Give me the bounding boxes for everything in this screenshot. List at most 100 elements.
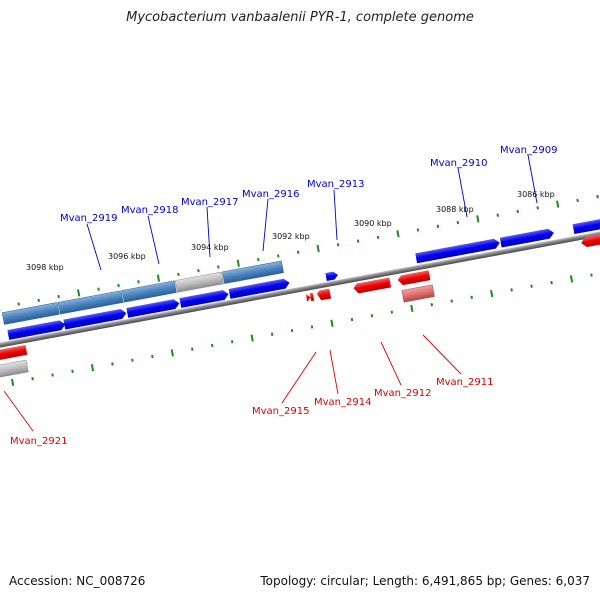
forward-minor-tick	[57, 294, 60, 299]
gene-arrow-extra-forward[interactable]	[572, 213, 600, 235]
reverse-gene-labels: Mvan_2921 Mvan_2915 Mvan_2914 Mvan_2912 …	[10, 377, 493, 447]
forward-gene-labels: Mvan_2919 Mvan_2918 Mvan_2917 Mvan_2916 …	[60, 145, 557, 224]
gene-arrow-mvan-2916[interactable]	[228, 278, 291, 299]
feature-block-mvan-2911[interactable]	[401, 284, 435, 303]
gene-label-mvan-2909[interactable]: Mvan_2909	[500, 145, 557, 156]
forward-minor-tick	[416, 228, 420, 232]
reverse-minor-tick	[210, 343, 214, 348]
forward-leader-lines	[86, 154, 538, 271]
reverse-minor-tick	[310, 325, 314, 329]
forward-minor-tick	[37, 298, 40, 302]
reverse-leader-lines	[3, 334, 462, 432]
reverse-minor-tick	[530, 284, 533, 288]
kbp-label-3096: 3096 kbp	[108, 252, 146, 261]
leader-mvan-2913	[333, 189, 338, 241]
reverse-minor-tick	[390, 310, 394, 314]
feature-block-mvan-2919[interactable]	[1, 302, 60, 325]
forward-minor-tick	[596, 195, 599, 199]
gene-label-mvan-2915[interactable]: Mvan_2915	[252, 406, 309, 417]
gene-label-mvan-2917[interactable]: Mvan_2917	[181, 197, 238, 208]
forward-major-tick	[556, 200, 560, 208]
reverse-minor-tick	[131, 358, 134, 362]
forward-minor-tick	[576, 198, 579, 203]
forward-minor-tick	[17, 302, 20, 306]
leader-mvan-2912	[380, 341, 402, 386]
reverse-minor-tick	[31, 377, 34, 381]
gene-arrow-mvan-2912[interactable]	[353, 277, 392, 295]
gene-arrow-mvan-2914[interactable]	[316, 288, 332, 301]
gene-arrow-mvan-2917b[interactable]	[179, 289, 229, 308]
reverse-minor-tick	[450, 299, 454, 303]
gene-arrow-mvan-2915[interactable]	[305, 292, 315, 302]
forward-minor-tick	[336, 243, 340, 247]
reverse-minor-tick	[470, 295, 473, 299]
genome-summary: Topology: circular; Length: 6,491,865 bp…	[260, 574, 590, 588]
gene-label-mvan-2914[interactable]: Mvan_2914	[314, 397, 371, 408]
gene-arrow-mvan-2910[interactable]	[415, 238, 500, 264]
forward-feature-band	[1, 260, 284, 325]
gene-arrow-mvan-2911[interactable]	[397, 270, 431, 286]
gene-label-mvan-2919[interactable]: Mvan_2919	[60, 213, 117, 224]
forward-tick-row	[0, 195, 599, 312]
forward-major-tick	[396, 230, 400, 238]
forward-genes	[7, 213, 600, 340]
leader-mvan-2916	[262, 198, 269, 252]
reverse-minor-tick	[51, 373, 54, 377]
reverse-minor-tick	[290, 328, 294, 333]
reverse-minor-tick	[230, 340, 234, 344]
forward-major-tick	[76, 289, 81, 297]
gene-arrow-far-reverse[interactable]	[580, 226, 600, 248]
leader-mvan-2919	[86, 223, 102, 271]
forward-major-tick	[236, 259, 240, 267]
forward-minor-tick	[536, 206, 539, 210]
reverse-minor-tick	[111, 362, 114, 366]
gene-label-mvan-2913[interactable]: Mvan_2913	[307, 179, 364, 190]
forward-minor-tick	[137, 280, 140, 284]
forward-minor-tick	[97, 287, 100, 291]
forward-minor-tick	[516, 209, 519, 214]
forward-major-tick	[476, 215, 480, 223]
reverse-feature-band	[0, 284, 435, 383]
gene-arrow-mvan-2913[interactable]	[325, 271, 338, 281]
reverse-minor-tick	[191, 347, 194, 351]
gene-arrow-mvan-2919[interactable]	[7, 319, 66, 340]
reverse-major-tick	[490, 290, 494, 298]
feature-block-mvan-2916[interactable]	[222, 260, 284, 284]
kbp-label-3090: 3090 kbp	[354, 219, 392, 228]
reverse-genes	[0, 226, 600, 366]
kbp-label-3088: 3088 kbp	[436, 205, 474, 214]
forward-minor-tick	[197, 269, 200, 273]
gene-label-mvan-2912[interactable]: Mvan_2912	[374, 388, 431, 399]
reverse-minor-tick	[151, 354, 154, 359]
gene-arrow-mvan-2909[interactable]	[499, 228, 555, 248]
reverse-tick-row	[11, 273, 593, 387]
forward-major-tick	[156, 274, 161, 282]
feature-block-mvan-2917a[interactable]	[121, 280, 177, 303]
leader-mvan-2917	[206, 206, 211, 258]
reverse-minor-tick	[590, 273, 593, 277]
reverse-minor-tick	[430, 303, 434, 307]
forward-minor-tick	[117, 283, 120, 288]
gene-arrow-mvan-2917[interactable]	[126, 298, 180, 318]
forward-minor-tick	[456, 220, 460, 225]
kbp-labels: 3098 kbp 3096 kbp 3094 kbp 3092 kbp 3090…	[26, 190, 555, 272]
forward-minor-tick	[296, 250, 300, 254]
forward-minor-tick	[436, 224, 440, 228]
reverse-major-tick	[569, 275, 574, 283]
gene-label-mvan-2921[interactable]: Mvan_2921	[10, 436, 67, 447]
reverse-minor-tick	[71, 369, 74, 373]
kbp-label-3098: 3098 kbp	[26, 263, 64, 272]
leader-mvan-2909	[527, 154, 538, 204]
gene-arrow-mvan-2918[interactable]	[63, 308, 127, 330]
gene-label-mvan-2916[interactable]: Mvan_2916	[242, 189, 299, 200]
gene-label-mvan-2910[interactable]: Mvan_2910	[430, 158, 487, 169]
accession-label: Accession: NC_008726	[9, 574, 146, 588]
genome-backbone	[0, 221, 600, 358]
gene-label-mvan-2918[interactable]: Mvan_2918	[121, 205, 178, 216]
reverse-minor-tick	[550, 280, 553, 285]
feature-block-mvan-2917b[interactable]	[174, 271, 224, 293]
feature-block-mvan-2918[interactable]	[57, 290, 124, 315]
feature-block-mvan-2921[interactable]	[0, 359, 29, 383]
gene-arrow-mvan-2921[interactable]	[0, 344, 28, 366]
gene-label-mvan-2911[interactable]: Mvan_2911	[436, 377, 493, 388]
